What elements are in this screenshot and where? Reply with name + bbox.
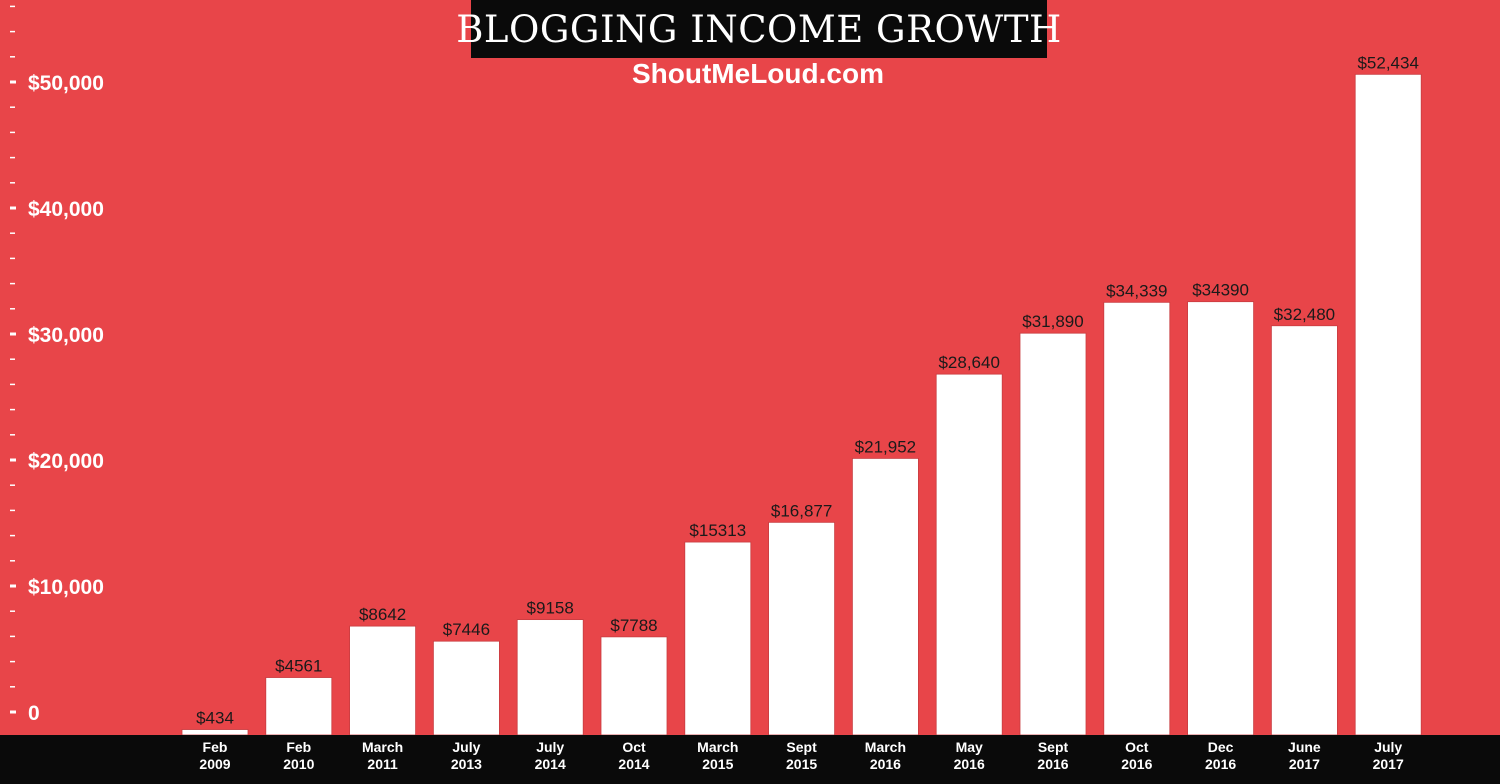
value-labels: $434 $4561 $8642 $7446 $9158 $7788 $15313 $16,8… bbox=[196, 53, 1419, 727]
bar-value-label: $15313 bbox=[689, 521, 746, 540]
y-axis-ticks bbox=[10, 5, 16, 714]
y-tick-label: $40,000 bbox=[28, 198, 104, 221]
bar-value-label: $32,480 bbox=[1274, 305, 1335, 324]
bar-value-label: $4561 bbox=[275, 657, 322, 676]
bar bbox=[935, 373, 1003, 736]
bar-value-label: $28,640 bbox=[938, 353, 999, 372]
bar-value-label: $16,877 bbox=[771, 501, 832, 520]
bar-value-label: $31,890 bbox=[1022, 312, 1083, 331]
y-axis-labels: 0 $10,000 $20,000 $30,000 $40,000 $50,000 bbox=[28, 72, 104, 725]
bar-value-label: $52,434 bbox=[1357, 53, 1418, 72]
bar bbox=[1354, 73, 1422, 736]
bar bbox=[1019, 332, 1087, 736]
bars bbox=[181, 73, 1422, 736]
chart-subtitle: ShoutMeLoud.com bbox=[632, 58, 884, 89]
bar bbox=[600, 636, 668, 736]
bar bbox=[684, 541, 752, 736]
bar bbox=[349, 625, 417, 736]
y-tick-label: $20,000 bbox=[28, 450, 104, 473]
bar-value-label: $34390 bbox=[1192, 281, 1249, 300]
bar bbox=[265, 677, 333, 736]
title-banner: BLOGGING INCOME GROWTH bbox=[456, 0, 1061, 58]
bar bbox=[1271, 325, 1338, 736]
x-axis-band bbox=[0, 735, 1500, 784]
y-tick-label: $30,000 bbox=[28, 324, 104, 347]
bar bbox=[1103, 301, 1171, 736]
bar-value-label: $34,339 bbox=[1106, 281, 1167, 300]
bar bbox=[852, 458, 919, 736]
y-tick-label: $10,000 bbox=[28, 576, 104, 599]
bar bbox=[516, 619, 584, 736]
chart-title: BLOGGING INCOME GROWTH bbox=[456, 7, 1062, 51]
bar-value-label: $9158 bbox=[527, 599, 574, 618]
bar-value-label: $8642 bbox=[359, 605, 406, 624]
bar-value-label: $7446 bbox=[443, 620, 490, 639]
bar bbox=[432, 640, 500, 736]
y-tick-label: $50,000 bbox=[28, 72, 104, 95]
bar bbox=[1187, 301, 1254, 736]
y-tick-label: 0 bbox=[28, 702, 40, 725]
bar-value-label: $21,952 bbox=[855, 437, 916, 456]
bar bbox=[768, 521, 835, 736]
bar-value-label: $434 bbox=[196, 709, 234, 728]
bar-value-label: $7788 bbox=[610, 616, 657, 635]
